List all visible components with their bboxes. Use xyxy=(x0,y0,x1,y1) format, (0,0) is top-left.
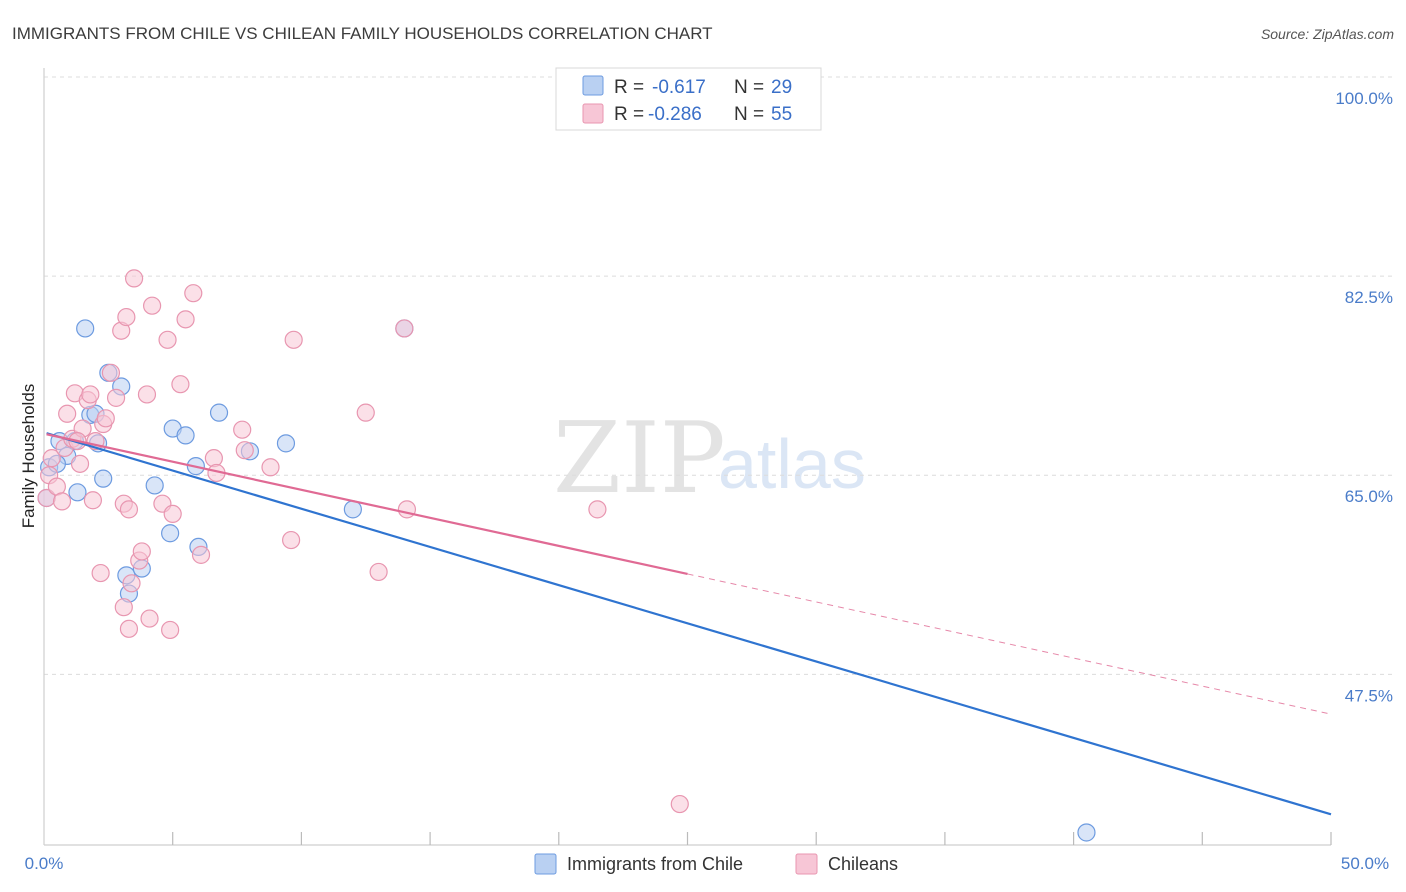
legend-swatch-chile xyxy=(582,75,604,96)
point-chileans xyxy=(52,492,72,511)
trend-line-chileans-extrapolated xyxy=(687,573,1332,715)
point-chileans xyxy=(143,296,162,315)
point-chileans xyxy=(101,363,121,382)
point-chileans xyxy=(235,441,254,460)
point-immigrants-from-chile xyxy=(161,524,180,543)
point-chileans xyxy=(91,563,110,583)
point-chileans xyxy=(395,319,414,338)
point-chileans xyxy=(171,375,190,394)
point-chileans xyxy=(261,458,280,477)
legend-r-label-chile: R = xyxy=(614,77,644,98)
point-immigrants-from-chile xyxy=(68,483,87,502)
point-chileans xyxy=(184,284,203,303)
point-chileans xyxy=(163,504,182,524)
legend-n-label-chile: N = xyxy=(734,77,764,98)
point-chileans xyxy=(119,500,139,519)
point-chileans xyxy=(124,269,144,288)
legend-n-label-chileans: N = xyxy=(734,104,764,125)
point-chileans xyxy=(158,330,177,349)
trend-line-immigrants-from-chile xyxy=(46,432,1332,816)
legend-r-label-chileans: R = xyxy=(614,104,644,125)
legend-n-value-chile: 29 xyxy=(771,77,792,98)
chart-title: IMMIGRANTS FROM CHILE VS CHILEAN FAMILY … xyxy=(12,24,713,43)
legend-r-value-chile: -0.617 xyxy=(652,77,706,98)
point-chileans xyxy=(282,530,301,550)
x-tick-label-min: 0.0% xyxy=(25,854,64,873)
trend-line-chileans xyxy=(46,433,688,576)
point-chileans xyxy=(670,794,689,814)
point-immigrants-from-chile xyxy=(94,469,113,488)
legend-n-value-chileans: 55 xyxy=(771,104,792,125)
point-immigrants-from-chile xyxy=(176,426,195,445)
point-chileans xyxy=(81,385,100,404)
y-axis-title: Family Households xyxy=(19,384,38,529)
trend-lines xyxy=(46,432,1332,816)
scatter-points xyxy=(37,269,1096,842)
point-chileans xyxy=(397,500,417,519)
point-chileans xyxy=(132,542,151,561)
point-chileans xyxy=(284,330,303,349)
x-tick-marks xyxy=(172,832,1332,845)
point-chileans xyxy=(117,307,136,327)
point-chileans xyxy=(96,409,115,428)
point-chileans xyxy=(58,404,77,423)
series-legend: Immigrants from Chile Chileans xyxy=(534,853,898,875)
watermark-zip: ZIP xyxy=(553,402,726,516)
y-tick-label: 100.0% xyxy=(1335,89,1393,108)
point-chileans xyxy=(106,388,126,407)
point-chileans xyxy=(588,500,607,519)
point-immigrants-from-chile xyxy=(276,434,296,453)
point-chileans xyxy=(42,449,61,468)
chart-source: Source: ZipAtlas.com xyxy=(1261,26,1394,42)
point-chileans xyxy=(70,454,90,473)
bottom-legend-label-chileans: Chileans xyxy=(828,854,898,874)
point-chileans xyxy=(114,598,133,617)
point-chileans xyxy=(161,620,180,640)
watermark-atlas: atlas xyxy=(718,425,866,503)
point-chileans xyxy=(140,609,159,628)
legend-swatch-chileans xyxy=(582,103,604,124)
point-chileans xyxy=(122,574,141,593)
point-chileans xyxy=(369,562,388,582)
point-immigrants-from-chile xyxy=(145,476,164,495)
y-tick-label: 65.0% xyxy=(1345,487,1393,506)
x-tick-label-max: 50.0% xyxy=(1341,854,1389,873)
point-immigrants-from-chile xyxy=(209,403,229,422)
bottom-legend-swatch-chile xyxy=(534,853,557,875)
point-chileans xyxy=(137,385,157,404)
legend-r-value-chileans: -0.286 xyxy=(648,104,702,125)
stats-legend: R = -0.617 N = 29 R = -0.286 N = 55 xyxy=(555,67,822,131)
y-tick-label: 82.5% xyxy=(1345,288,1393,307)
bottom-legend-swatch-chileans xyxy=(795,853,818,875)
point-immigrants-from-chile xyxy=(1077,823,1096,842)
gridlines xyxy=(44,76,1392,675)
point-chileans xyxy=(233,420,252,439)
point-chileans xyxy=(204,449,223,468)
y-tick-labels: 100.0% 82.5% 65.0% 47.5% xyxy=(1335,89,1393,705)
point-immigrants-from-chile xyxy=(76,319,95,338)
point-chileans xyxy=(83,491,103,510)
y-tick-label: 47.5% xyxy=(1345,686,1393,705)
point-chileans xyxy=(119,619,139,638)
point-chileans xyxy=(176,310,195,329)
bottom-legend-label-chile: Immigrants from Chile xyxy=(567,854,743,874)
point-chileans xyxy=(356,403,375,422)
point-chileans xyxy=(191,545,211,564)
